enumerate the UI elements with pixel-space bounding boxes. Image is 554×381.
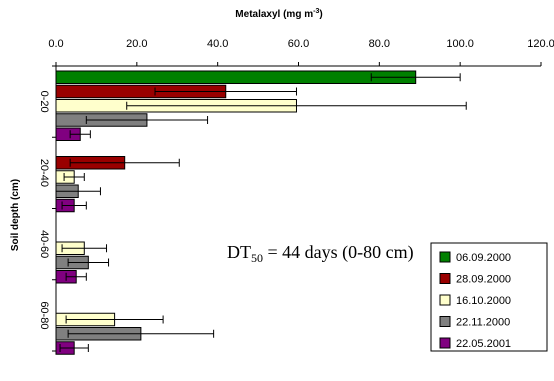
- y-tick-label: 20-40: [38, 159, 50, 187]
- x-tick-label: 0.0: [48, 38, 63, 50]
- legend-label: 22.11.2000: [456, 317, 510, 329]
- legend-label: 16.10.2000: [456, 295, 511, 307]
- x-tick-label: 20.0: [126, 38, 147, 50]
- legend-swatch: [439, 316, 451, 327]
- x-tick-label: 120.0: [527, 38, 554, 50]
- legend: 06.09.2000 28.09.2000 16.10.2000 22.11.2000…: [430, 242, 548, 352]
- legend-label: 22.05.2001: [456, 338, 511, 350]
- x-tick-label: 100.0: [446, 38, 474, 50]
- y-axis-title: Soil depth (cm): [10, 179, 21, 251]
- legend-swatch: [439, 273, 451, 284]
- plot-area: 0.0 20.0 40.0 60.0 80.0 100.0 120.0 0-20 20-40 40…: [38, 38, 554, 355]
- dt50-annotation: DT50 = 44 days (0-80 cm): [227, 242, 414, 265]
- y-tick-label: 60-80: [38, 301, 50, 329]
- x-tick-label: 80.0: [369, 38, 390, 50]
- legend-swatch: [439, 337, 451, 349]
- legend-label: 06.09.2000: [456, 252, 511, 264]
- y-tick-label: 0-20: [38, 91, 50, 113]
- x-tick-label: 60.0: [288, 38, 309, 50]
- bar: [55, 70, 417, 84]
- legend-label: 28.09.2000: [456, 274, 511, 286]
- y-tick-label: 40-60: [38, 230, 50, 258]
- legend-swatch: [439, 294, 451, 306]
- x-axis-title: Metalaxyl (mg m-3): [235, 8, 322, 20]
- legend-swatch: [439, 251, 451, 263]
- x-tick-label: 40.0: [207, 38, 228, 50]
